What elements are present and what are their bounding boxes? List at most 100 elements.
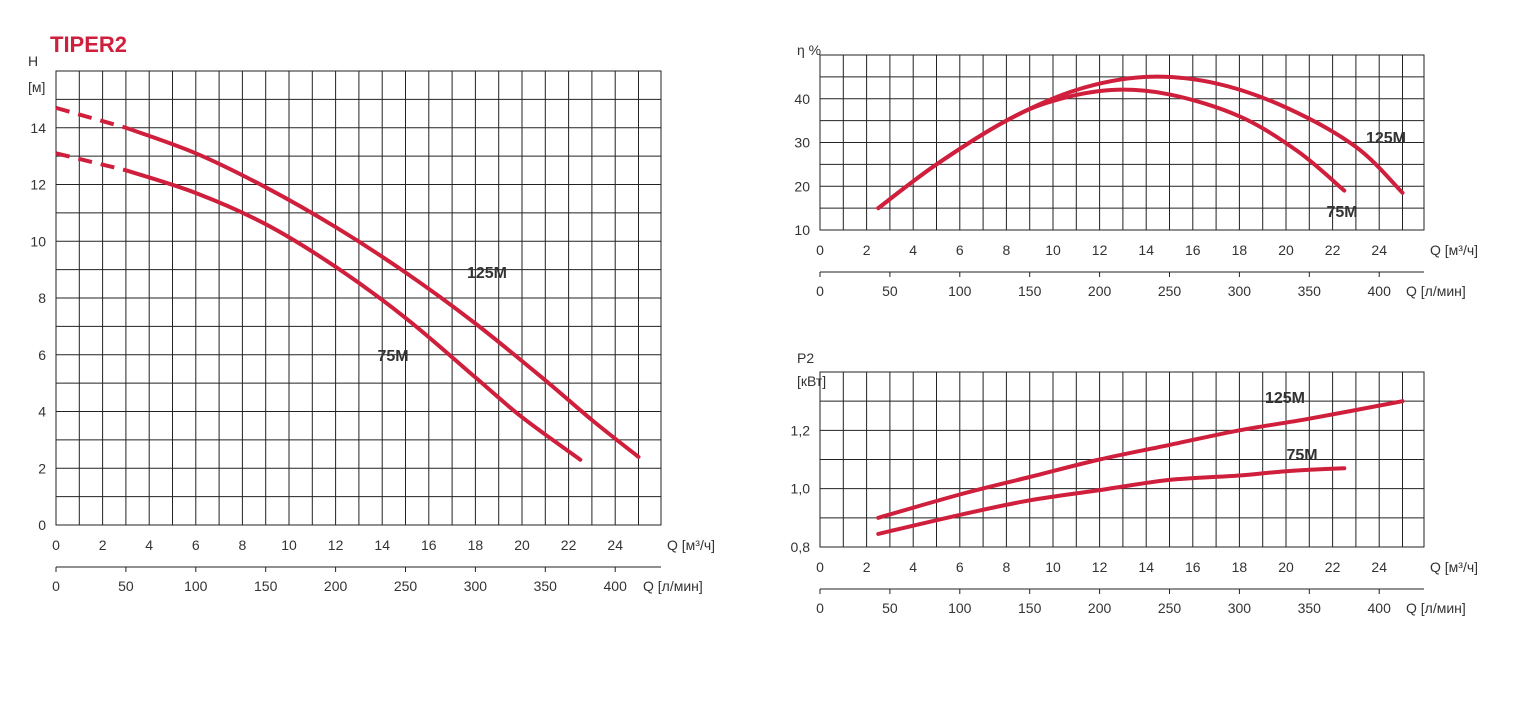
y-tick-label: 12 (30, 177, 46, 193)
y-axis-label: η % (797, 42, 821, 58)
x-tick-label-lmin: 250 (394, 578, 418, 594)
x-tick-label-lmin: 200 (1088, 600, 1112, 616)
x-tick-label-lmin: 100 (948, 283, 972, 299)
x-tick-label-lmin: 350 (1298, 283, 1322, 299)
x-tick-label-m3h: 2 (863, 242, 871, 258)
x-tick-label-m3h: 22 (1325, 242, 1341, 258)
x-tick-label-m3h: 22 (1325, 559, 1341, 575)
x-axis-label-lmin: Q [л/мин] (1406, 283, 1466, 299)
x-tick-label-m3h: 16 (1185, 242, 1201, 258)
grid (55, 70, 662, 526)
x-tick-label-m3h: 8 (1003, 559, 1011, 575)
x-tick-label-lmin: 0 (52, 578, 60, 594)
plot-frame (819, 54, 1425, 231)
y-axis-label: H (28, 53, 38, 69)
plot-frame (819, 371, 1425, 548)
x-tick-label-lmin: 0 (816, 600, 824, 616)
x-axis-label-m3h: Q [м³/ч] (1430, 559, 1478, 575)
x-tick-label-m3h: 10 (281, 537, 297, 553)
x-tick-label-lmin: 300 (464, 578, 488, 594)
x-tick-label-lmin: 350 (534, 578, 558, 594)
y-tick-label: 10 (794, 222, 810, 238)
x-tick-label-m3h: 18 (468, 537, 484, 553)
series-75m-label: 75M (1286, 447, 1317, 464)
series-125m-line (123, 125, 641, 459)
x-tick-label-lmin: 350 (1298, 600, 1322, 616)
x-tick-label-m3h: 14 (1138, 242, 1154, 258)
x-tick-label-lmin: 300 (1228, 600, 1252, 616)
plot-frame (55, 70, 662, 526)
x-axis-label-m3h: Q [м³/ч] (667, 537, 715, 553)
y-tick-label: 2 (38, 460, 46, 476)
x-tick-label-m3h: 4 (909, 242, 917, 258)
x-tick-label-m3h: 24 (607, 537, 623, 553)
x-tick-label-m3h: 12 (1092, 242, 1108, 258)
x-tick-label-lmin: 0 (816, 283, 824, 299)
x-tick-label-m3h: 10 (1045, 242, 1061, 258)
x-tick-label-m3h: 4 (145, 537, 153, 553)
y-axis-label: P2 (797, 350, 814, 366)
x-tick-label-m3h: 18 (1232, 559, 1248, 575)
x-tick-label-lmin: 200 (324, 578, 348, 594)
x-tick-label-m3h: 12 (328, 537, 344, 553)
series-75m-label: 75M (1326, 204, 1357, 221)
y-axis-label: [кВт] (797, 373, 826, 389)
x-tick-label-m3h: 6 (956, 559, 964, 575)
x-tick-label-lmin: 100 (184, 578, 208, 594)
series-75m-line (876, 466, 1347, 536)
series-125m-dashed-extension (55, 105, 127, 130)
x-tick-label-m3h: 16 (1185, 559, 1201, 575)
x-tick-label-m3h: 8 (1003, 242, 1011, 258)
x-tick-label-m3h: 0 (816, 242, 824, 258)
x-tick-label-m3h: 0 (816, 559, 824, 575)
x-tick-label-m3h: 4 (909, 559, 917, 575)
x-tick-label-m3h: 24 (1371, 559, 1387, 575)
series-125m-label: 125M (1265, 390, 1305, 407)
x-tick-label-lmin: 250 (1158, 283, 1182, 299)
series-125m-label: 125M (1366, 130, 1406, 147)
x-tick-label-m3h: 24 (1371, 242, 1387, 258)
x-tick-label-m3h: 12 (1092, 559, 1108, 575)
x-tick-label-m3h: 6 (956, 242, 964, 258)
y-tick-label: 6 (38, 347, 46, 363)
x-tick-label-m3h: 14 (1138, 559, 1154, 575)
x-axis-label-m3h: Q [м³/ч] (1430, 242, 1478, 258)
x-tick-label-lmin: 250 (1158, 600, 1182, 616)
series-125m-line (876, 399, 1405, 520)
y-tick-label: 30 (794, 135, 810, 151)
y-tick-label: 1,2 (791, 422, 811, 438)
y-tick-label: 40 (794, 91, 810, 107)
x-tick-label-lmin: 50 (118, 578, 134, 594)
y-tick-label: 10 (30, 233, 46, 249)
series-75m-line (123, 168, 583, 462)
y-tick-label: 20 (794, 178, 810, 194)
y-tick-label: 0 (38, 517, 46, 533)
x-axis-label-lmin: Q [л/мин] (643, 578, 703, 594)
x-tick-label-lmin: 150 (254, 578, 278, 594)
x-tick-label-lmin: 300 (1228, 283, 1252, 299)
x-tick-label-m3h: 22 (561, 537, 577, 553)
series-125m-label: 125M (467, 265, 507, 282)
x-tick-label-m3h: 18 (1232, 242, 1248, 258)
x-tick-label-lmin: 400 (1368, 283, 1392, 299)
x-tick-label-lmin: 200 (1088, 283, 1112, 299)
y-axis-label: [м] (28, 79, 45, 95)
power-chart: 0,81,01,2P2[кВт]0 2 4 6 8 10 12 14 16 18 20 22 24 Q [… (791, 350, 1479, 616)
x-tick-label-m3h: 10 (1045, 559, 1061, 575)
x-tick-label-lmin: 150 (1018, 283, 1042, 299)
grid (819, 371, 1425, 548)
x-tick-label-m3h: 2 (99, 537, 107, 553)
x-tick-label-m3h: 14 (374, 537, 390, 553)
x-tick-label-m3h: 0 (52, 537, 60, 553)
x-tick-label-m3h: 20 (514, 537, 530, 553)
y-tick-label: 1,0 (791, 481, 811, 497)
chart-title: TIPER2 (50, 32, 127, 57)
x-tick-label-m3h: 8 (239, 537, 247, 553)
series-75m-label: 75M (377, 348, 408, 365)
x-tick-label-lmin: 400 (604, 578, 628, 594)
x-tick-label-lmin: 100 (948, 600, 972, 616)
